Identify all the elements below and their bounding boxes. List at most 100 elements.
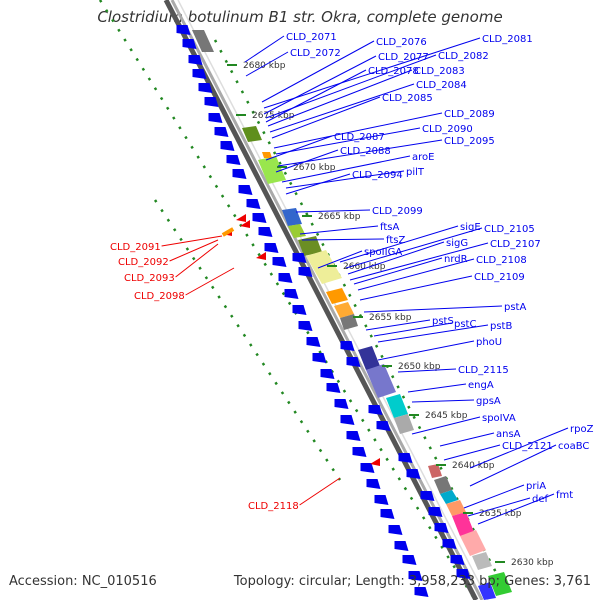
feature-block xyxy=(446,500,466,516)
feature-block xyxy=(282,208,302,226)
feature-block xyxy=(306,250,342,284)
leader-line xyxy=(269,83,415,133)
tick-label: 2655 kbp xyxy=(369,313,412,323)
gene-label: CLD_2084 xyxy=(416,80,467,91)
forward-gene-arrow xyxy=(278,273,293,283)
gene-label: engA xyxy=(468,380,494,391)
forward-gene-arrow xyxy=(456,569,471,579)
forward-gene-arrow xyxy=(380,509,395,519)
map-title: Clostridium botulinum B1 str. Okra, comp… xyxy=(97,8,503,26)
forward-gene-arrow xyxy=(292,305,307,315)
leader-line xyxy=(301,238,385,241)
gene-label: CLD_2099 xyxy=(372,206,423,217)
forward-gene-arrow xyxy=(326,383,341,393)
gene-label: sigG xyxy=(446,238,468,249)
feature-block xyxy=(488,572,512,596)
reverse-gene-arrow xyxy=(370,458,380,466)
leader-line xyxy=(377,324,489,343)
forward-gene-arrow xyxy=(252,213,267,223)
forward-gene-arrow xyxy=(306,337,321,347)
leader-line xyxy=(339,225,459,263)
feature-bands xyxy=(192,30,512,600)
forward-gene-arrow xyxy=(198,83,213,93)
feature-block xyxy=(242,126,262,142)
feature-block xyxy=(334,302,354,318)
feature-block xyxy=(386,394,408,418)
leader-line xyxy=(349,242,489,281)
gene-label: pstA xyxy=(504,302,526,313)
forward-gene-arrow xyxy=(360,463,375,473)
gene-label: CLD_2115 xyxy=(458,365,509,376)
leader-line xyxy=(357,258,475,291)
gene-label: CLD_2093 xyxy=(124,273,175,284)
gene-label: CLD_2082 xyxy=(438,51,489,62)
gene-label: CLD_2107 xyxy=(490,239,541,250)
gene-label: CLD_2091 xyxy=(110,242,161,253)
gene-label: sigE xyxy=(460,222,481,233)
forward-gene-arrow xyxy=(408,571,423,581)
feature-block xyxy=(298,236,322,256)
forward-gene-arrow xyxy=(320,369,335,379)
gene-label: aroE xyxy=(412,152,434,163)
leader-line xyxy=(363,305,503,313)
backbone-shadow xyxy=(163,0,479,600)
gene-label: priA xyxy=(526,481,546,492)
leader-line xyxy=(377,340,475,361)
gene-label: CLD_2077 xyxy=(378,52,429,63)
forward-gene-arrow xyxy=(232,169,247,179)
gene-label: CLD_2092 xyxy=(118,257,169,268)
feature-block xyxy=(192,30,214,52)
reverse-feature-block xyxy=(221,227,235,237)
leader-line xyxy=(295,209,371,213)
forward-gene-arrow xyxy=(394,541,409,551)
reverse-gene-arrow xyxy=(236,214,246,222)
leader-line xyxy=(469,444,557,487)
forward-gene-arrow xyxy=(208,113,223,123)
leader-line xyxy=(275,149,339,173)
feature-block xyxy=(440,490,458,504)
leader-line xyxy=(373,322,453,337)
tick-label: 2640 kbp xyxy=(452,461,495,471)
gene-label: CLD_2089 xyxy=(444,109,495,120)
leader-line xyxy=(275,127,421,155)
leader-line xyxy=(261,40,375,103)
feature-block xyxy=(394,414,414,434)
gene-label: CLD_2098 xyxy=(134,291,185,302)
leader-line xyxy=(299,477,341,506)
feature-block xyxy=(428,464,442,478)
gene-label: pstS xyxy=(432,316,454,327)
feature-block xyxy=(366,364,396,398)
leader-line xyxy=(407,383,467,393)
forward-gene-arrow xyxy=(340,341,355,351)
leader-line xyxy=(477,493,555,525)
gene-label: CLD_2105 xyxy=(484,224,535,235)
tick-label: 2665 kbp xyxy=(318,212,361,222)
gene-label: CLD_2085 xyxy=(382,93,433,104)
gene-label: CLD_2094 xyxy=(352,170,403,181)
leader-line xyxy=(285,170,405,189)
forward-gene-arrow xyxy=(292,253,307,263)
leader-line xyxy=(359,275,473,301)
gene-label: CLD_2118 xyxy=(248,501,299,512)
leader-line xyxy=(265,135,333,161)
topology-summary: Topology: circular; Length: 3,958,233 bp… xyxy=(233,574,591,589)
forward-gene-arrow xyxy=(398,453,413,463)
gene-label: nrdR xyxy=(444,254,468,265)
gene-label: def xyxy=(532,494,549,505)
leader-line xyxy=(345,227,483,269)
gene-label: spoIVA xyxy=(482,413,516,424)
leader-line xyxy=(263,37,481,109)
forward-gene-arrow xyxy=(272,257,287,267)
tick-label: 2650 kbp xyxy=(398,362,441,372)
tick-label: 2645 kbp xyxy=(425,411,468,421)
leader-line xyxy=(281,155,411,183)
gene-label: CLD_2109 xyxy=(474,272,525,283)
forward-gene-arrow xyxy=(420,491,435,501)
gene-label: spoIIGA xyxy=(364,247,402,258)
feature-block xyxy=(326,288,348,304)
leader-line xyxy=(285,173,351,195)
gene-label: CLD_2071 xyxy=(286,32,337,43)
feature-block xyxy=(472,552,492,570)
reverse-gene-arrow xyxy=(240,220,250,228)
leader-line xyxy=(299,225,379,235)
